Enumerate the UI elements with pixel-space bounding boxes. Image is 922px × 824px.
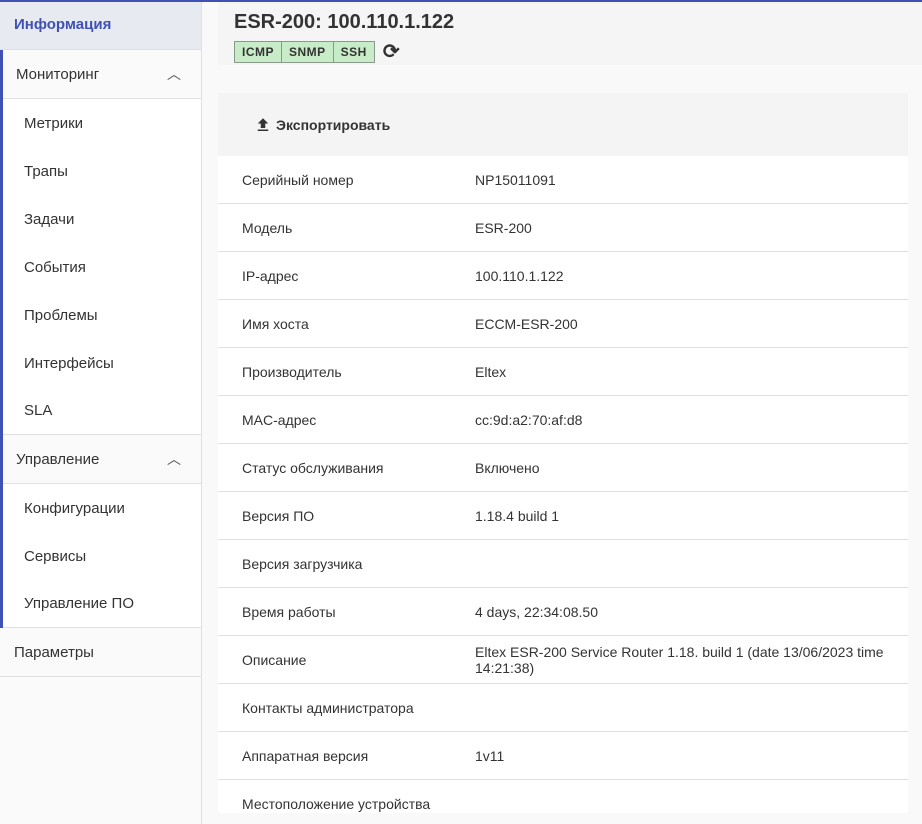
badge-snmp: SNMP <box>282 40 334 63</box>
row-label: Версия ПО <box>242 507 315 524</box>
row-label: Имя хоста <box>242 315 309 332</box>
badge-ssh: SSH <box>333 40 375 63</box>
main-content: ESR-200: 100.110.1.122 ICMP SNMP SSH ⟳ Э… <box>202 0 922 824</box>
sidebar-item-metrics[interactable]: Метрики <box>3 99 201 147</box>
sidebar-item-traps[interactable]: Трапы <box>3 147 201 195</box>
table-row: Время работы 4 days, 22:34:08.50 <box>218 588 908 636</box>
sidebar-item-services[interactable]: Сервисы <box>3 532 201 580</box>
row-label: MAC-адрес <box>242 411 317 428</box>
table-row: Серийный номер NP15011091 <box>218 156 908 204</box>
row-value: ESR-200 <box>475 219 532 236</box>
sidebar-item-params[interactable]: Параметры <box>0 628 201 677</box>
export-label: Экспортировать <box>276 116 391 133</box>
chevron-up-icon: ︿ <box>167 66 181 82</box>
row-value: Eltex ESR-200 Service Router 1.18. build… <box>475 643 884 676</box>
sidebar-item-tasks[interactable]: Задачи <box>3 195 201 243</box>
row-label: Производитель <box>242 363 342 380</box>
row-value: cc:9d:a2:70:af:d8 <box>475 411 583 428</box>
badge-icmp: ICMP <box>234 40 282 63</box>
row-label: Аппаратная версия <box>242 747 369 764</box>
table-row: Описание Eltex ESR-200 Service Router 1.1… <box>218 636 908 684</box>
sidebar-item-sla[interactable]: SLA <box>3 387 201 435</box>
toolbar: Экспортировать <box>218 93 908 156</box>
row-value: 4 days, 22:34:08.50 <box>475 603 598 620</box>
page-title: ESR-200: 100.110.1.122 <box>234 11 455 33</box>
table-row: Статус обслуживания Включено <box>218 444 908 492</box>
table-row: Имя хоста ECCM-ESR-200 <box>218 300 908 348</box>
row-value: 1.18.4 build 1 <box>475 507 560 524</box>
sidebar-item-interfaces[interactable]: Интерфейсы <box>3 339 201 387</box>
row-value: 1v11 <box>475 747 505 764</box>
export-button[interactable]: Экспортировать <box>254 116 390 134</box>
sidebar-group-management: Управление ︿ Конфигурации Сервисы Управле… <box>0 435 201 628</box>
sidebar-item-label: Мониторинг <box>16 65 100 83</box>
table-row: Версия ПО 1.18.4 build 1 <box>218 492 908 540</box>
table-row: Аппаратная версия 1v11 <box>218 732 908 780</box>
table-row: MAC-адрес cc:9d:a2:70:af:d8 <box>218 396 908 444</box>
row-label: Описание <box>242 651 307 668</box>
upload-icon <box>257 117 269 131</box>
row-value: 100.110.1.122 <box>475 267 564 284</box>
table-row: Местоположение устройства <box>218 780 908 813</box>
row-value: Eltex <box>475 363 507 380</box>
row-label: Местоположение устройства <box>242 795 431 812</box>
row-value: NP15011091 <box>475 171 556 188</box>
row-label: Версия загрузчика <box>242 555 363 572</box>
row-label: IP-адрес <box>242 267 299 284</box>
row-label: Контакты администратора <box>242 699 414 716</box>
sidebar-item-problems[interactable]: Проблемы <box>3 291 201 339</box>
row-label: Модель <box>242 219 293 236</box>
table-row: Контакты администратора <box>218 684 908 732</box>
sidebar-item-management[interactable]: Управление ︿ <box>3 435 201 484</box>
sidebar: Информация Мониторинг ︿ Метрики Трапы Зад… <box>0 0 202 824</box>
sidebar-item-monitoring[interactable]: Мониторинг ︿ <box>3 50 201 99</box>
sidebar-item-software[interactable]: Управление ПО <box>3 580 201 628</box>
sidebar-item-configurations[interactable]: Конфигурации <box>3 484 201 532</box>
row-label: Время работы <box>242 603 336 620</box>
row-label: Серийный номер <box>242 171 354 188</box>
chevron-up-icon: ︿ <box>167 451 181 467</box>
sidebar-item-events[interactable]: События <box>3 243 201 291</box>
row-label: Статус обслуживания <box>242 459 384 476</box>
sidebar-item-label: Управление <box>16 450 100 468</box>
row-value: Включено <box>475 459 540 476</box>
refresh-icon[interactable]: ⟳ <box>382 41 400 63</box>
top-accent-line <box>0 0 922 2</box>
table-row: Версия загрузчика <box>218 540 908 588</box>
device-header: ESR-200: 100.110.1.122 ICMP SNMP SSH ⟳ <box>218 2 922 65</box>
sidebar-group-monitoring: Мониторинг ︿ Метрики Трапы Задачи События… <box>0 50 201 435</box>
row-value: ECCM-ESR-200 <box>475 315 578 332</box>
protocol-badges: ICMP SNMP SSH ⟳ <box>234 39 400 64</box>
sidebar-item-info[interactable]: Информация <box>0 0 201 50</box>
table-row: IP-адрес 100.110.1.122 <box>218 252 908 300</box>
table-row: Модель ESR-200 <box>218 204 908 252</box>
info-table: Серийный номер NP15011091 Модель ESR-200 IP-… <box>218 156 908 813</box>
table-row: Производитель Eltex <box>218 348 908 396</box>
